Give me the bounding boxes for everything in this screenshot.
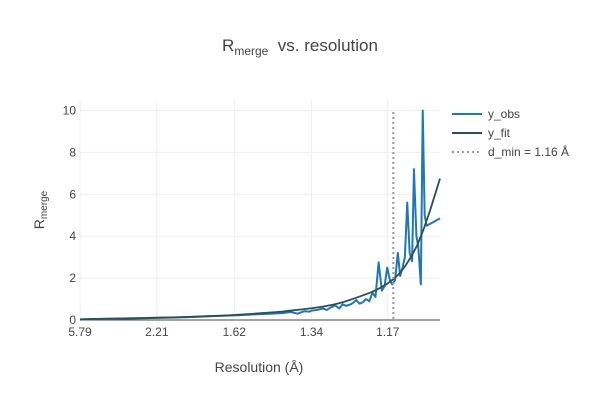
legend-label-d-min: d_min = 1.16 Å xyxy=(488,144,569,159)
x-tick-label: 2.21 xyxy=(145,325,169,339)
chart-title: Rmerge vs. resolution xyxy=(222,36,378,58)
y-axis-label-main: R xyxy=(31,219,47,229)
y-axis-label: Rmerge xyxy=(31,190,50,229)
grid xyxy=(79,100,440,321)
chart-title-main: R xyxy=(222,36,234,55)
legend-label-y-obs: y_obs xyxy=(488,107,520,121)
y-tick-label: 4 xyxy=(69,229,76,243)
series-line-y-obs xyxy=(79,109,441,321)
y-tick-label: 6 xyxy=(69,187,76,201)
plot-area xyxy=(79,109,441,321)
x-tick-label: 1.62 xyxy=(223,325,247,339)
y-ticks: 0 2 4 6 8 10 xyxy=(63,103,77,327)
x-tick-label: 5.79 xyxy=(68,325,92,339)
y-tick-label: 8 xyxy=(69,145,76,159)
legend: y_obs y_fit d_min = 1.16 Å xyxy=(452,107,569,159)
x-ticks: 5.79 2.21 1.62 1.34 1.17 xyxy=(68,325,399,339)
x-axis-label: Resolution (Å) xyxy=(215,359,304,375)
legend-label-y-fit: y_fit xyxy=(488,126,511,140)
y-tick-label: 2 xyxy=(69,271,76,285)
x-tick-label: 1.34 xyxy=(300,325,324,339)
x-tick-label: 1.17 xyxy=(376,325,400,339)
chart-title-subscript: merge xyxy=(234,44,268,58)
y-tick-label: 10 xyxy=(63,103,77,117)
y-tick-label: 0 xyxy=(69,313,76,327)
y-axis-label-subscript: merge xyxy=(39,190,50,219)
series-line-y-fit xyxy=(79,178,441,321)
chart-title-rest: vs. resolution xyxy=(268,36,378,55)
